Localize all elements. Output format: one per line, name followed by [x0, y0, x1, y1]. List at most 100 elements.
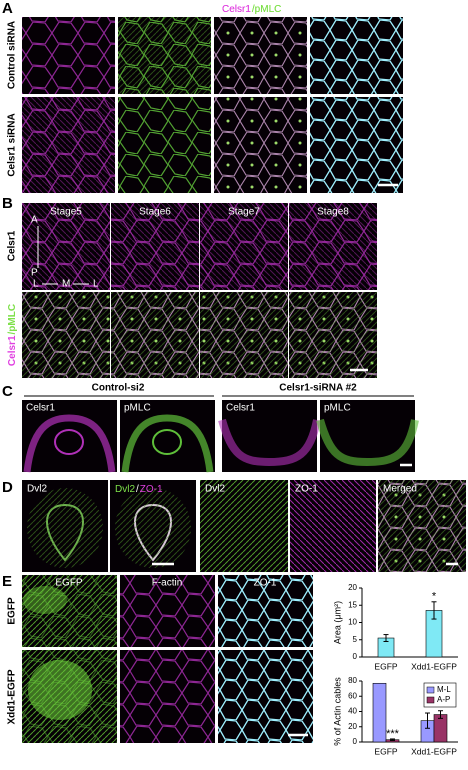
y-tick-label: 20: [348, 583, 357, 592]
micrograph-texture: [289, 203, 377, 290]
label-part: /pMLC: [252, 4, 281, 15]
x-tick-label: Xdd1-EGFP: [411, 661, 457, 671]
label: ZO-1: [295, 484, 318, 495]
tissue-outline: [23, 414, 116, 473]
label: pMLC: [124, 403, 151, 414]
label: Celsr1 siRNA: [7, 113, 18, 176]
y-axis-label: % of Actin cables: [332, 677, 342, 746]
micrograph-texture: [214, 17, 307, 94]
x-tick-label: EGFP: [374, 661, 397, 671]
label: Celsr1: [226, 403, 255, 414]
y-tick-label: 15: [348, 600, 357, 609]
label: ZO-1: [318, 4, 341, 15]
tissue-outline: [316, 418, 419, 467]
label: Control siRNA: [7, 21, 18, 89]
label: Control-si2: [92, 383, 145, 394]
label: Celsr1: [7, 230, 18, 261]
y-tick-label: 5: [353, 635, 358, 644]
label: Celsr1: [30, 4, 59, 15]
label-part: Celsr1: [7, 335, 18, 366]
egfp-cluster: [28, 660, 92, 720]
micrograph-texture: [111, 292, 199, 378]
legend-label: A-P: [437, 695, 450, 704]
micrograph-texture: [378, 480, 466, 572]
legend-label: M-L: [437, 685, 451, 694]
x-tick-label: Xdd1-EGFP: [411, 746, 457, 756]
label-part: ZO-1: [140, 484, 163, 495]
micrograph-texture: [218, 650, 313, 743]
label: Celsr1/pMLC: [222, 4, 281, 15]
label-part: /: [136, 484, 139, 495]
lumen: [54, 429, 84, 455]
label: EGFP: [7, 597, 18, 625]
label: Stage7: [228, 207, 260, 218]
label-part: Dvl2: [115, 484, 135, 495]
label: Stage5: [50, 207, 82, 218]
y-tick-label: 0: [353, 652, 358, 661]
micrograph-texture: [310, 97, 403, 193]
label: Dvl2: [27, 484, 47, 495]
micrograph-texture: [118, 17, 211, 94]
tissue-outline: [218, 418, 321, 467]
label: L: [33, 279, 39, 290]
micrograph-texture: [290, 480, 376, 572]
label: F-actin: [152, 578, 183, 589]
label: L: [93, 279, 99, 290]
label: pMLC: [126, 4, 153, 15]
micrograph-texture: [200, 292, 288, 378]
label: E: [2, 573, 12, 590]
bar: [372, 682, 387, 743]
micrograph-texture: [214, 97, 307, 193]
tissue: [27, 488, 103, 568]
label: Celsr1/pMLC: [222, 4, 281, 15]
label: A: [31, 215, 38, 226]
annotation: *: [432, 591, 437, 603]
micrograph-texture: [120, 650, 215, 743]
x-tick-label: EGFP: [374, 746, 397, 756]
label: Stage8: [317, 207, 349, 218]
label-part: /pMLC: [252, 4, 281, 15]
label: Stage6: [139, 207, 171, 218]
micrograph-texture: [218, 575, 313, 647]
label: Celsr1: [26, 403, 55, 414]
micrograph-texture: [22, 292, 110, 378]
micrograph-texture: [22, 17, 115, 94]
label: Xdd1-EGFP: [7, 669, 18, 724]
micrograph-texture: [310, 17, 403, 94]
label: A: [2, 0, 13, 17]
label: Celsr1-siRNA #2: [279, 383, 357, 394]
lumen: [152, 429, 182, 455]
annotation: ***: [386, 728, 400, 740]
label: D: [2, 479, 13, 496]
micrograph-texture: [22, 575, 117, 647]
micrograph-texture: [289, 292, 377, 378]
y-tick-label: 40: [348, 707, 357, 716]
label: Celsr1/pMLC: [7, 304, 18, 366]
micrograph-texture: [118, 97, 211, 193]
label: C: [2, 383, 13, 400]
label: Merged: [383, 484, 417, 495]
label-part: Celsr1: [222, 4, 251, 15]
micrograph-texture: [22, 203, 110, 290]
label: B: [2, 195, 13, 212]
legend-swatch: [426, 696, 435, 704]
label: Celsr1: [30, 4, 59, 15]
y-tick-label: 80: [348, 676, 357, 685]
y-tick-label: 20: [348, 722, 357, 731]
label: Dvl2: [205, 484, 225, 495]
label-part: Celsr1: [222, 4, 251, 15]
label-part: /pMLC: [7, 304, 18, 335]
label: ZO-1: [254, 578, 277, 589]
micrograph-texture: [200, 203, 288, 290]
y-axis-label: Area (μm²): [332, 601, 342, 644]
label: pMLC: [324, 403, 351, 414]
micrograph-texture: [111, 203, 199, 290]
legend-swatch: [426, 686, 435, 694]
label: P: [31, 268, 38, 279]
label: ZO-1: [318, 4, 341, 15]
y-tick-label: 60: [348, 691, 357, 700]
tissue: [115, 488, 191, 568]
egfp-cluster: [23, 586, 67, 614]
y-tick-label: 10: [348, 618, 357, 627]
